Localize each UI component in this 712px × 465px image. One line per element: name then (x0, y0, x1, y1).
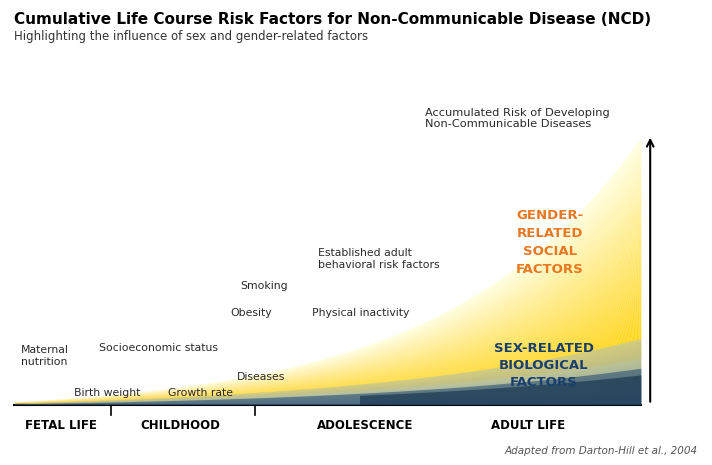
Text: Obesity: Obesity (231, 308, 272, 318)
Text: Adapted from Darton-Hill et al., 2004: Adapted from Darton-Hill et al., 2004 (505, 445, 698, 456)
Text: Socioeconomic status: Socioeconomic status (99, 343, 218, 353)
Text: Maternal
nutrition: Maternal nutrition (21, 345, 68, 367)
Text: Highlighting the influence of sex and gender-related factors: Highlighting the influence of sex and ge… (14, 30, 368, 43)
Text: ADOLESCENCE: ADOLESCENCE (317, 418, 413, 432)
Text: Established adult
behavioral risk factors: Established adult behavioral risk factor… (318, 248, 440, 270)
Text: Birth weight: Birth weight (74, 388, 140, 398)
Text: Smoking: Smoking (240, 281, 288, 291)
Text: Diseases: Diseases (236, 372, 285, 382)
Text: Accumulated Risk of Developing
Non-Communicable Diseases: Accumulated Risk of Developing Non-Commu… (424, 108, 609, 129)
Text: CHILDHOOD: CHILDHOOD (140, 418, 220, 432)
Text: SEX-RELATED
BIOLOGICAL
FACTORS: SEX-RELATED BIOLOGICAL FACTORS (493, 342, 594, 389)
Text: ADULT LIFE: ADULT LIFE (491, 418, 565, 432)
Text: Cumulative Life Course Risk Factors for Non-Communicable Disease (NCD): Cumulative Life Course Risk Factors for … (14, 12, 651, 27)
Text: FETAL LIFE: FETAL LIFE (26, 418, 97, 432)
Text: Physical inactivity: Physical inactivity (312, 308, 409, 318)
Text: Growth rate: Growth rate (168, 388, 233, 398)
Text: GENDER-
RELATED
SOCIAL
FACTORS: GENDER- RELATED SOCIAL FACTORS (516, 209, 584, 276)
